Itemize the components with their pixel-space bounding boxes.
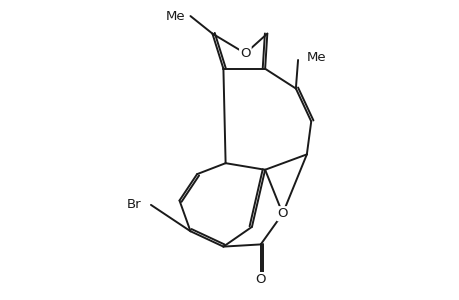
Text: O: O xyxy=(255,273,265,286)
Text: O: O xyxy=(240,47,250,60)
Text: O: O xyxy=(277,207,287,220)
Text: Me: Me xyxy=(306,51,326,64)
Text: Br: Br xyxy=(126,198,141,212)
Text: Me: Me xyxy=(165,10,185,22)
